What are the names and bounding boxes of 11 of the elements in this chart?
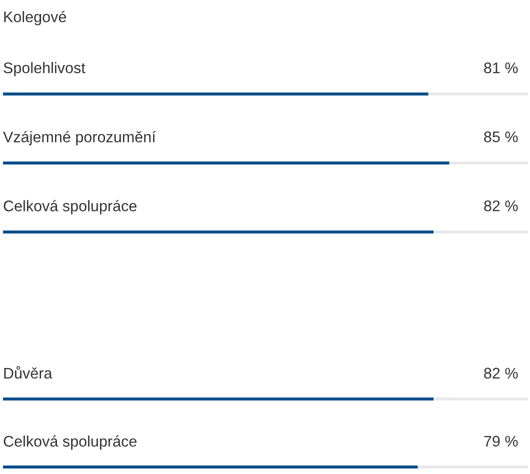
y-tick-label: Spolehlivost	[4, 62, 86, 76]
data-label: 81 %	[484, 62, 518, 74]
data-label: 82 %	[484, 368, 518, 379]
data-label: 85 %	[484, 131, 518, 142]
chart-title: Kolegové	[4, 10, 66, 26]
data-label: 82 %	[484, 200, 518, 212]
y-tick-label: Celková spolupráce	[4, 200, 136, 214]
y-tick-label: Celková spolupráce	[4, 435, 136, 450]
y-tick-label: Důvěra	[4, 366, 52, 379]
data-label: 79 %	[484, 436, 518, 447]
y-tick-label: Vzájemné porozumění	[3, 130, 156, 146]
